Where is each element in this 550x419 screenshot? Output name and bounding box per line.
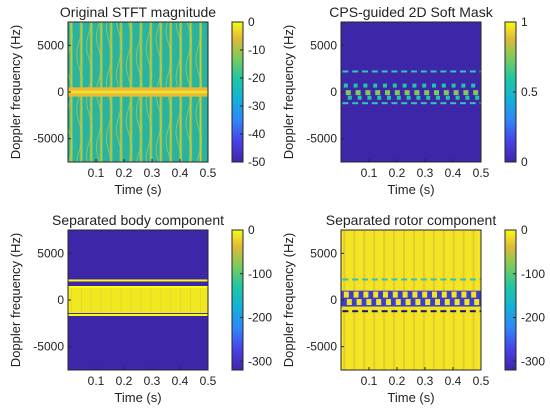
y-tick-label: 0 — [330, 293, 337, 307]
x-tick-label: 0.5 — [200, 166, 217, 180]
colorbar-tick-label: -10 — [248, 43, 266, 57]
colorbar-tick-label: 0.5 — [521, 85, 538, 99]
heatmap-body — [68, 230, 208, 370]
colorbar-tick-label: -40 — [248, 127, 266, 141]
x-tick-label: 0.2 — [389, 166, 406, 180]
chart-title: Separated body component — [52, 212, 224, 228]
x-tick-label: 0.3 — [144, 374, 161, 388]
x-tick-label: 0.5 — [200, 374, 217, 388]
x-tick-label: 0.5 — [473, 166, 490, 180]
x-axis-label: Time (s) — [387, 182, 434, 197]
x-tick-label: 0.2 — [389, 374, 406, 388]
x-tick-label: 0.2 — [116, 374, 133, 388]
colorbar-tick-label: 0 — [248, 15, 255, 29]
y-axis-label: Doppler frequency (Hz) — [8, 233, 23, 367]
y-axis-label: Doppler frequency (Hz) — [281, 233, 296, 367]
x-tick-label: 0.4 — [172, 374, 189, 388]
y-tick-label: 0 — [57, 85, 64, 99]
colorbar-tick-label: -100 — [521, 267, 545, 281]
colorbar-tick-label: 1 — [521, 15, 528, 29]
x-tick-label: 0.1 — [361, 166, 378, 180]
colorbar-tick-label: -20 — [248, 71, 266, 85]
y-tick-label: 5000 — [310, 246, 337, 260]
colorbar-tick-label: -300 — [521, 354, 545, 368]
panel-rotor: Separated rotor component 0.1 0.2 0.3 0.4 0.5… — [281, 212, 545, 405]
colorbar-tick-label: -300 — [248, 354, 272, 368]
y-tick-label: -5000 — [33, 340, 64, 354]
y-tick-label: -5000 — [306, 132, 337, 146]
y-axis-label: Doppler frequency (Hz) — [8, 25, 23, 159]
x-axis-label: Time (s) — [114, 390, 161, 405]
y-tick-label: 5000 — [37, 246, 64, 260]
x-tick-label: 0.3 — [417, 166, 434, 180]
heatmap-rotor — [341, 230, 481, 370]
colorbar-tick-label: -50 — [248, 155, 266, 169]
y-tick-label: -5000 — [306, 340, 337, 354]
y-tick-label: 5000 — [37, 38, 64, 52]
y-tick-label: 0 — [57, 293, 64, 307]
x-tick-label: 0.1 — [88, 374, 105, 388]
panel-mask: CPS-guided 2D Soft Mask 0.1 0.2 0.3 0.4 0.5 50… — [281, 4, 538, 197]
heatmap-stft — [68, 22, 208, 162]
chart-title: Separated rotor component — [326, 212, 497, 228]
x-tick-label: 0.5 — [473, 374, 490, 388]
x-tick-label: 0.1 — [361, 374, 378, 388]
x-tick-label: 0.1 — [88, 166, 105, 180]
panel-body: Separated body component 0.1 0.2 0.3 0.4 0.5 5… — [8, 212, 272, 405]
x-tick-label: 0.4 — [445, 374, 462, 388]
colorbar-tick-label: -100 — [248, 267, 272, 281]
x-tick-label: 0.3 — [417, 374, 434, 388]
colorbar-tick-label: -30 — [248, 99, 266, 113]
colorbar-tick-label: 0 — [521, 155, 528, 169]
colorbar-tick-label: -200 — [248, 311, 272, 325]
colorbar-tick-label: 0 — [521, 223, 528, 237]
chart-title: Original STFT magnitude — [60, 4, 216, 20]
chart-title: CPS-guided 2D Soft Mask — [329, 4, 493, 20]
x-tick-label: 0.4 — [172, 166, 189, 180]
colorbar — [504, 229, 517, 371]
x-tick-label: 0.4 — [445, 166, 462, 180]
colorbar — [231, 21, 244, 163]
y-tick-label: 0 — [330, 85, 337, 99]
y-tick-label: 5000 — [310, 38, 337, 52]
heatmap-mask — [341, 22, 481, 162]
y-axis-label: Doppler frequency (Hz) — [281, 25, 296, 159]
x-tick-label: 0.2 — [116, 166, 133, 180]
colorbar-tick-label: 0 — [248, 223, 255, 237]
x-tick-label: 0.3 — [144, 166, 161, 180]
y-tick-label: -5000 — [33, 132, 64, 146]
x-axis-label: Time (s) — [387, 390, 434, 405]
x-axis-label: Time (s) — [114, 182, 161, 197]
colorbar-tick-label: -200 — [521, 311, 545, 325]
colorbar — [231, 229, 244, 371]
panel-stft: Original STFT magnitude 0.1 0.2 0.3 0.4 0.5 50… — [8, 4, 266, 197]
